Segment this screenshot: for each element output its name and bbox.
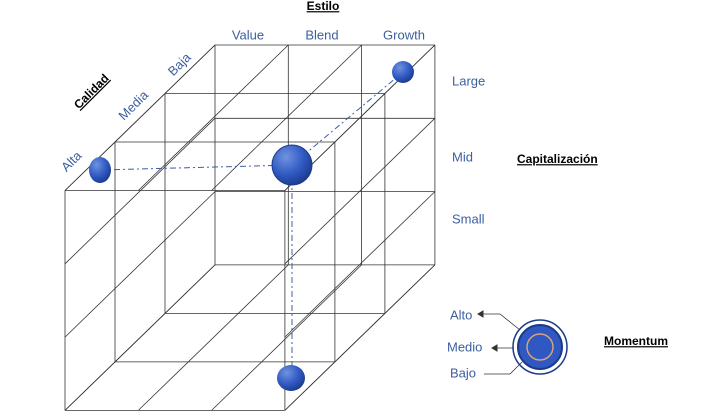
sphere bbox=[271, 144, 313, 186]
cube-wireframe bbox=[64, 44, 436, 411]
axis-label: Baja bbox=[165, 49, 195, 79]
axis-label: Bajo bbox=[450, 365, 476, 380]
sphere bbox=[277, 365, 305, 391]
axis-title: Capitalización bbox=[517, 152, 598, 166]
grid-line bbox=[284, 191, 436, 338]
axis-title: Estilo bbox=[307, 0, 340, 13]
sphere bbox=[392, 61, 414, 83]
axis-label: Small bbox=[452, 211, 485, 226]
axis-label: Alta bbox=[58, 147, 85, 174]
grid-line bbox=[64, 118, 216, 265]
axis-label: Value bbox=[232, 27, 264, 42]
axis-label: Medio bbox=[447, 339, 482, 354]
axis-label: Mid bbox=[452, 149, 473, 164]
axis-label: Large bbox=[452, 73, 485, 88]
momentum-icon bbox=[477, 310, 568, 375]
grid-line bbox=[284, 264, 436, 411]
grid-line bbox=[138, 44, 289, 191]
grid-line bbox=[64, 264, 216, 411]
grid-line bbox=[64, 191, 216, 338]
axis-label: Media bbox=[115, 87, 151, 123]
axis-label: Growth bbox=[383, 27, 425, 42]
sphere bbox=[89, 157, 111, 183]
grid-line bbox=[64, 44, 216, 191]
connector bbox=[99, 164, 293, 171]
axis-label: Alto bbox=[450, 307, 472, 322]
axis-title: Momentum bbox=[604, 334, 668, 348]
axis-label: Blend bbox=[305, 27, 338, 42]
connector bbox=[291, 71, 404, 166]
grid-line bbox=[284, 118, 436, 265]
grid-line bbox=[138, 264, 289, 411]
grid-line bbox=[211, 264, 362, 411]
axis-title: Calidad bbox=[71, 71, 112, 112]
